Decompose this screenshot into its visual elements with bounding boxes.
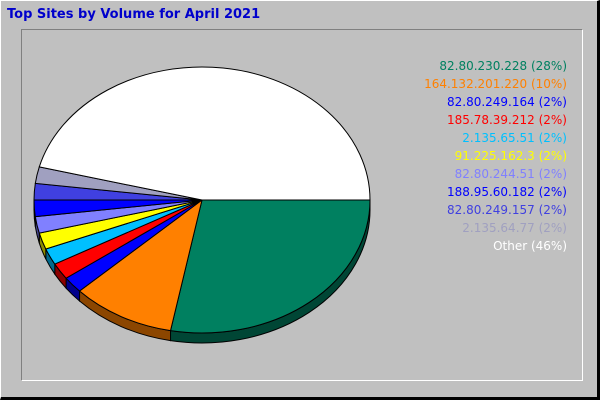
legend-item-9: 2.135.64.77 (2%) [462,221,567,235]
legend-item-6: 82.80.244.51 (2%) [454,167,567,181]
legend-item-0: 82.80.230.228 (28%) [439,59,567,73]
legend-item-7: 188.95.60.182 (2%) [446,185,567,199]
legend-item-5: 91.225.162.3 (2%) [454,149,567,163]
legend-item-3: 185.78.39.212 (2%) [446,113,567,127]
pie-slice-1 [78,198,203,332]
legend-item-2: 82.80.249.164 (2%) [446,95,567,109]
legend-item-4: 2.135.65.51 (2%) [462,131,567,145]
plot-area [21,29,583,381]
pie-slice-0 [169,199,371,334]
legend-item-1: 164.132.201.220 (10%) [424,77,567,91]
legend-item-10: Other (46%) [493,239,567,253]
pie-slice-10 [38,66,371,201]
chart-title: Top Sites by Volume for April 2021 [7,7,261,22]
legend: 82.80.230.228 (28%) 164.132.201.220 (10%)… [424,57,567,255]
legend-item-8: 82.80.249.157 (2%) [446,203,567,217]
